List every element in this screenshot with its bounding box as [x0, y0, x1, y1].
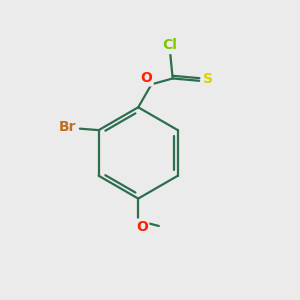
Text: O: O	[136, 220, 148, 234]
Text: Br: Br	[58, 120, 76, 134]
Text: Cl: Cl	[162, 38, 177, 52]
Text: O: O	[140, 71, 152, 85]
Text: S: S	[203, 72, 213, 86]
